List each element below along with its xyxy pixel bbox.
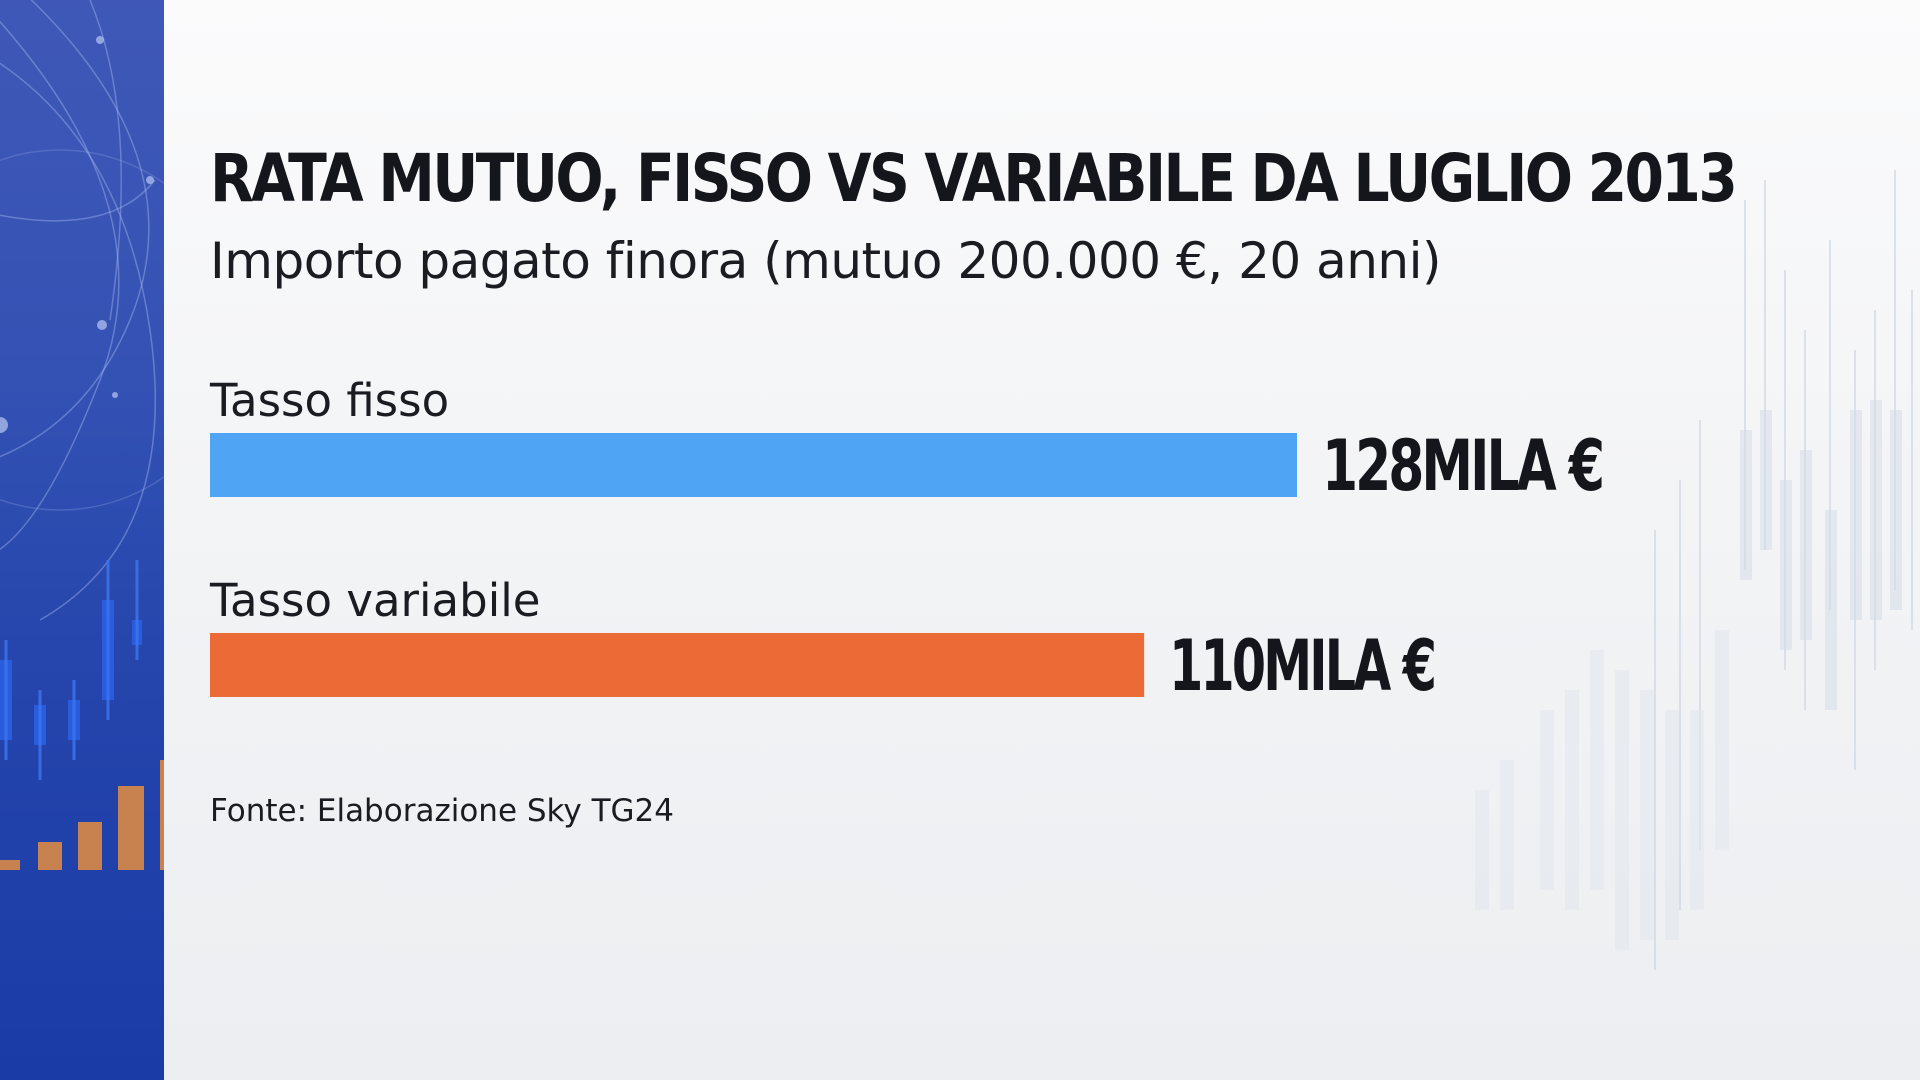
bar-tasso-variabile xyxy=(210,633,1145,697)
chart-title: RATA MUTUO, FISSO VS VARIABILE DA LUGLIO… xyxy=(210,140,1738,217)
source-note: Fonte: Elaborazione Sky TG24 xyxy=(210,793,675,829)
background-network-graphic xyxy=(0,0,164,870)
value-label-tasso-fisso: 128MILA € xyxy=(1322,425,1602,507)
decorative-side-panel xyxy=(0,0,164,1080)
background-candlestick-graphic xyxy=(1475,170,1913,970)
value-label-tasso-variabile: 110MILA € xyxy=(1169,625,1434,707)
bar-tasso-fisso xyxy=(210,433,1297,497)
chart-subtitle: Importo pagato finora (mutuo 200.000 €, … xyxy=(210,232,1442,290)
category-label-tasso-variabile: Tasso variabile xyxy=(209,574,540,627)
category-label-tasso-fisso: Tasso fisso xyxy=(209,374,449,427)
